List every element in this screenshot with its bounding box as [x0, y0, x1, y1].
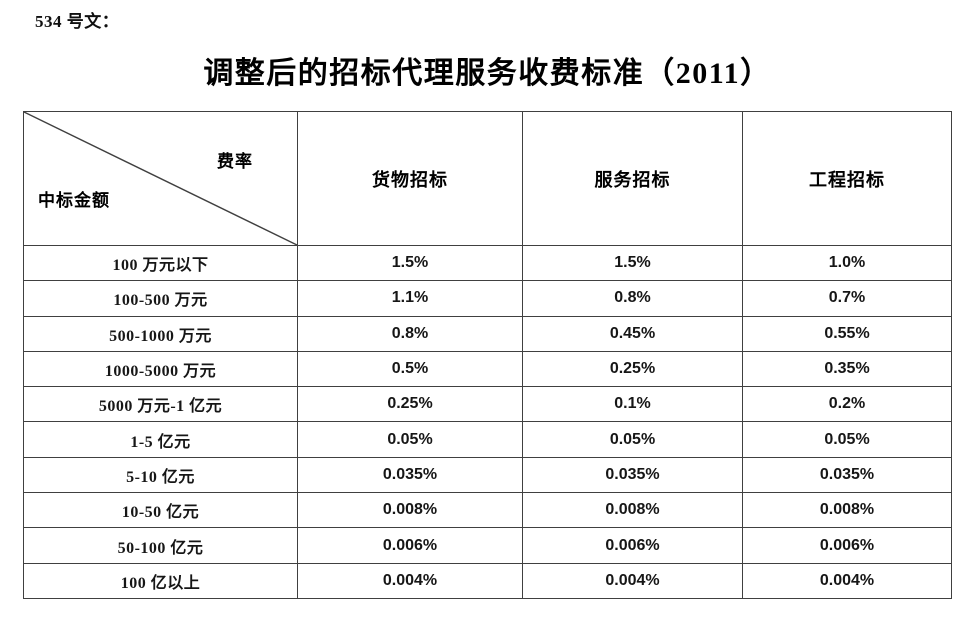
fee-rate-value: 0.008% [742, 492, 952, 529]
fee-rate-value: 0.008% [297, 492, 523, 529]
fee-rate-value: 1.0% [742, 244, 952, 282]
fee-rate-value: 0.8% [297, 315, 523, 352]
fee-rate-value: 0.45% [522, 315, 743, 352]
fee-rate-value: 0.35% [742, 350, 952, 388]
fee-rate-value: 0.1% [522, 386, 743, 423]
row-label-bid-amount: 10-50 亿元 [23, 492, 298, 529]
fee-rate-value: 0.006% [297, 527, 523, 564]
fee-rate-value: 0.035% [522, 456, 743, 494]
corner-header-cell: 费率 中标金额 [23, 111, 298, 246]
table-row: 500-1000 万元 0.8% 0.45% 0.55% [23, 315, 952, 352]
fee-rate-value: 0.008% [522, 492, 743, 529]
table-row: 100 亿以上 0.004% 0.004% 0.004% [23, 562, 952, 599]
table-row: 100-500 万元 1.1% 0.8% 0.7% [23, 280, 952, 317]
table-row: 50-100 亿元 0.006% 0.006% 0.006% [23, 527, 952, 564]
row-label-bid-amount: 1-5 亿元 [23, 421, 298, 458]
row-label-bid-amount: 5000 万元-1 亿元 [23, 386, 298, 423]
corner-label-bid-amount: 中标金额 [38, 191, 110, 210]
fee-rate-value: 0.2% [742, 386, 952, 423]
row-label-bid-amount: 5-10 亿元 [23, 456, 298, 494]
fee-rate-value: 0.25% [297, 386, 523, 423]
corner-label-rate: 费率 [217, 152, 253, 171]
fee-rate-value: 1.5% [522, 244, 743, 282]
fee-rate-value: 0.8% [522, 280, 743, 317]
fee-rate-value: 0.006% [522, 527, 743, 564]
row-label-bid-amount: 500-1000 万元 [23, 315, 298, 352]
column-header-engineering-bidding: 工程招标 [742, 111, 952, 246]
row-label-bid-amount: 100-500 万元 [23, 280, 298, 317]
fee-rate-value: 0.05% [522, 421, 743, 458]
fee-rate-value: 1.5% [297, 244, 523, 282]
doc-reference-label: 534 号文： [35, 12, 120, 31]
fee-rate-value: 0.006% [742, 527, 952, 564]
fee-rate-value: 0.05% [742, 421, 952, 458]
row-label-bid-amount: 50-100 亿元 [23, 527, 298, 564]
row-label-bid-amount: 100 万元以下 [23, 244, 298, 282]
table-row: 5-10 亿元 0.035% 0.035% 0.035% [23, 456, 952, 494]
table-row: 5000 万元-1 亿元 0.25% 0.1% 0.2% [23, 386, 952, 423]
column-header-service-bidding: 服务招标 [522, 111, 743, 246]
fee-rate-value: 0.05% [297, 421, 523, 458]
fee-rate-value: 0.25% [522, 350, 743, 388]
table-row: 1000-5000 万元 0.5% 0.25% 0.35% [23, 350, 952, 388]
table-row: 10-50 亿元 0.008% 0.008% 0.008% [23, 492, 952, 529]
row-label-bid-amount: 1000-5000 万元 [23, 350, 298, 388]
row-label-bid-amount: 100 亿以上 [23, 562, 298, 599]
fee-rate-value: 0.035% [742, 456, 952, 494]
table-row: 1-5 亿元 0.05% 0.05% 0.05% [23, 421, 952, 458]
header-row: 费率 中标金额 货物招标 服务招标 工程招标 [23, 111, 952, 246]
diagonal-divider-line [24, 112, 297, 245]
fee-rate-value: 0.004% [297, 562, 523, 599]
fee-rate-value: 1.1% [297, 280, 523, 317]
fee-rate-value: 0.004% [742, 562, 952, 599]
column-header-goods-bidding: 货物招标 [297, 111, 523, 246]
page-title: 调整后的招标代理服务收费标准（2011） [203, 57, 772, 90]
fee-rate-value: 0.035% [297, 456, 523, 494]
table-row: 100 万元以下 1.5% 1.5% 1.0% [23, 244, 952, 282]
fee-rate-value: 0.5% [297, 350, 523, 388]
fee-table-body: 100 万元以下 1.5% 1.5% 1.0% 100-500 万元 1.1% 0.8% 0.… [23, 244, 952, 599]
fee-rate-value: 0.004% [522, 562, 743, 599]
fee-rate-value: 0.55% [742, 315, 952, 352]
fee-table: 费率 中标金额 货物招标 服务招标 工程招标 100 万元以下 1.5% 1.5% 1… [23, 111, 952, 599]
fee-rate-value: 0.7% [742, 280, 952, 317]
